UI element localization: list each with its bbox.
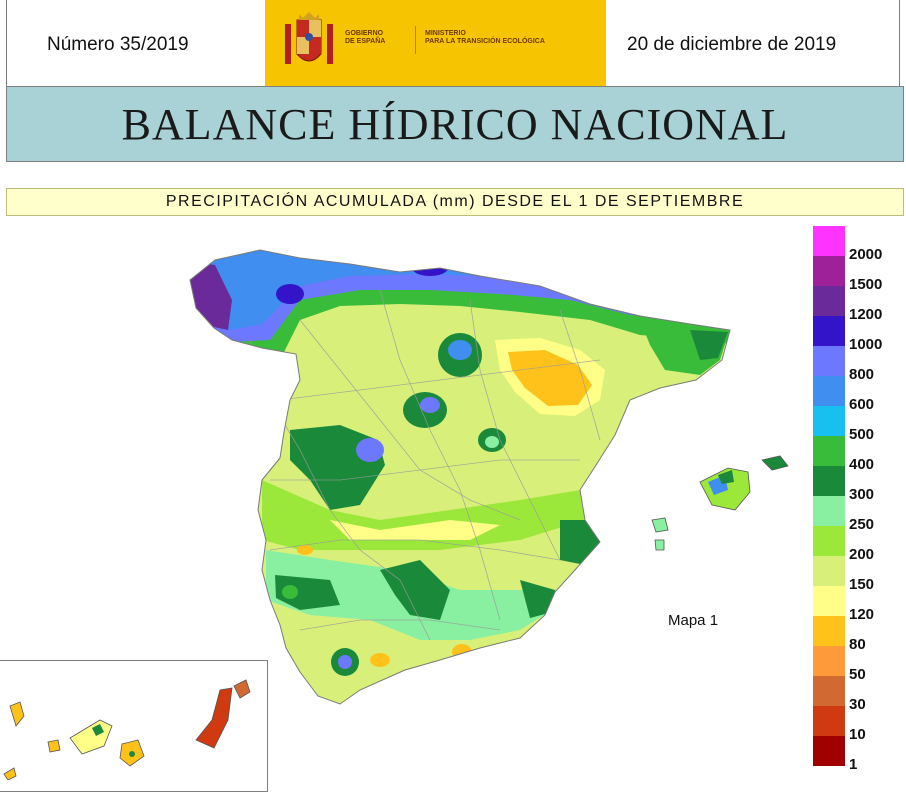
legend-swatch — [813, 496, 845, 526]
legend-swatch — [813, 616, 845, 646]
legend-label: 30 — [849, 696, 866, 713]
legend-swatch — [813, 256, 845, 286]
mainland-spain — [190, 250, 730, 704]
gov-line-1: GOBIERNO — [345, 30, 384, 37]
issue-date: 20 de diciembre de 2019 — [627, 34, 837, 55]
ministry-label: MINISTERIO PARA LA TRANSICIÓN ECOLÓGICA — [425, 30, 545, 46]
coat-of-arms-icon — [285, 12, 333, 64]
legend-swatch — [813, 436, 845, 466]
legend-label: 50 — [849, 666, 866, 683]
precipitation-legend: 2000 1500 1200 1000 800 600 500 400 300 250 200 150… — [813, 226, 906, 773]
legend-label: 2000 — [849, 246, 883, 263]
canary-islands — [3, 679, 251, 780]
precipitation-map — [3, 249, 789, 780]
legend-swatch — [813, 226, 845, 256]
legend-swatch — [813, 316, 845, 346]
legend-label: 120 — [849, 606, 875, 623]
legend-swatch — [813, 286, 845, 316]
province-borders — [249, 289, 601, 641]
legend-label: 80 — [849, 636, 866, 653]
mainland-outline — [189, 249, 731, 705]
balearic-islands — [651, 455, 789, 551]
legend-swatch — [813, 586, 845, 616]
ministry-line-2: PARA LA TRANSICIÓN ECOLÓGICA — [425, 38, 545, 45]
map-subtitle: PRECIPITACIÓN ACUMULADA (mm) DESDE EL 1 … — [165, 193, 745, 210]
title-banner: BALANCE HÍDRICO NACIONAL — [6, 86, 904, 162]
legend-swatch — [813, 406, 845, 436]
legend-label: 10 — [849, 726, 866, 743]
legend-label: 1500 — [849, 276, 883, 293]
legend-swatch — [813, 706, 845, 736]
issue-number: Número 35/2019 — [47, 34, 189, 55]
legend-label: 1 — [849, 756, 858, 773]
legend-label: 500 — [849, 426, 875, 443]
legend-swatch — [813, 526, 845, 556]
legend-swatch — [813, 466, 845, 496]
government-label: GOBIERNO DE ESPAÑA — [345, 30, 385, 46]
gov-line-2: DE ESPAÑA — [345, 38, 386, 45]
page-title: BALANCE HÍDRICO NACIONAL — [121, 99, 789, 149]
legend-label: 250 — [849, 516, 875, 533]
legend-label: 300 — [849, 486, 875, 503]
ministry-line-1: MINISTERIO — [425, 30, 466, 37]
legend-label: 400 — [849, 456, 875, 473]
legend-swatch — [813, 646, 845, 676]
legend-swatch — [813, 376, 845, 406]
legend-label: 150 — [849, 576, 875, 593]
legend-label: 800 — [849, 366, 875, 383]
banner-divider — [415, 26, 416, 54]
government-banner: GOBIERNO DE ESPAÑA MINISTERIO PARA LA TR… — [265, 0, 606, 86]
legend-swatch — [813, 556, 845, 586]
map-label: Mapa 1 — [668, 612, 719, 629]
legend-label: 1000 — [849, 336, 883, 353]
legend-swatch — [813, 346, 845, 376]
legend-swatch — [813, 676, 845, 706]
legend-label: 1200 — [849, 306, 883, 323]
legend-swatch — [813, 736, 845, 766]
subtitle-banner: PRECIPITACIÓN ACUMULADA (mm) DESDE EL 1 … — [6, 188, 904, 216]
legend-label: 200 — [849, 546, 875, 563]
legend-label: 600 — [849, 396, 875, 413]
